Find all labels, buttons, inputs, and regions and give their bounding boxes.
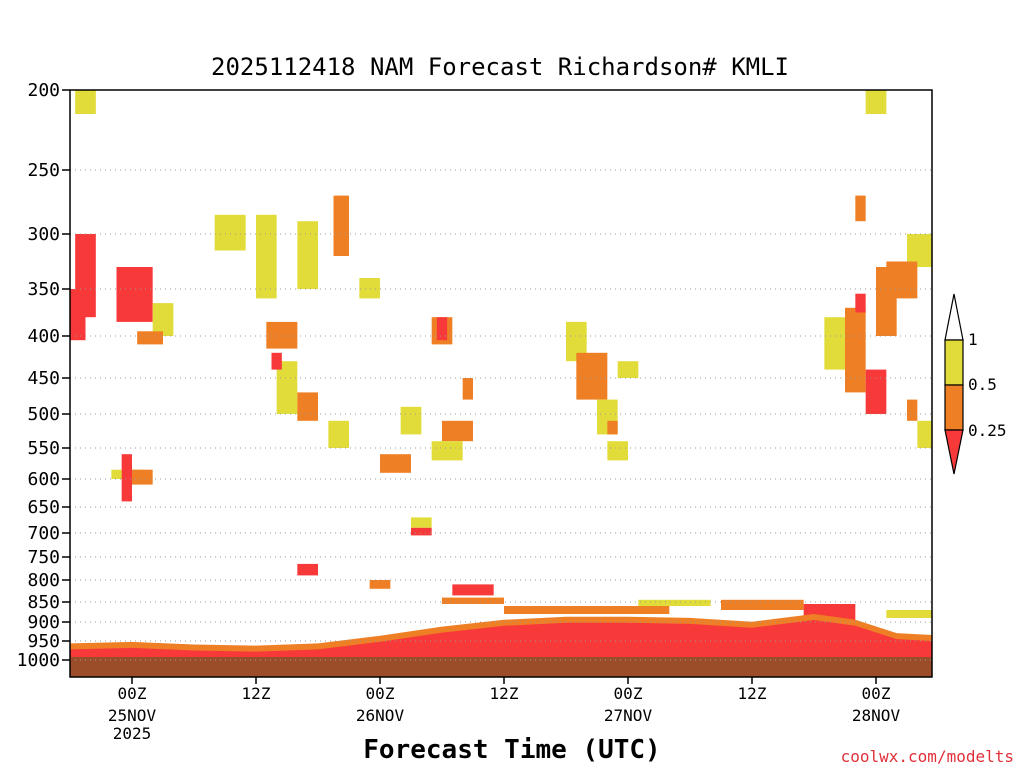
ri-region-yellow: [617, 361, 639, 378]
ri-region-orange: [845, 307, 866, 393]
y-tick-label-500: 500: [27, 404, 60, 425]
ri-region-yellow: [400, 406, 422, 435]
ri-region-orange: [462, 378, 473, 400]
y-tick-label-950: 950: [27, 631, 60, 652]
x-year-label: 2025: [113, 724, 152, 743]
ri-region-yellow: [917, 420, 932, 448]
colorbar-label: 0.5: [968, 375, 997, 394]
plot-area: [70, 90, 932, 677]
ri-region-yellow: [638, 599, 711, 606]
x-tick-label: 00Z: [366, 684, 395, 703]
y-tick-label-900: 900: [27, 612, 60, 633]
colorbar-orange-segment: [944, 384, 964, 431]
colorbar-label: 1: [968, 330, 978, 349]
ri-region-yellow: [607, 441, 628, 461]
ri-region-orange: [576, 352, 608, 400]
ri-region-red: [411, 527, 432, 536]
ri-region-orange: [721, 599, 804, 610]
x-tick-label: 00Z: [862, 684, 891, 703]
ri-region-red: [116, 267, 153, 322]
y-tick-label-400: 400: [27, 326, 60, 347]
ri-region-yellow: [152, 303, 174, 336]
y-tick-label-250: 250: [27, 160, 60, 181]
y-tick-label-850: 850: [27, 592, 60, 613]
x-date-label: 28NOV: [852, 706, 901, 725]
ri-region-red: [297, 563, 318, 576]
ri-region-orange: [137, 331, 163, 345]
ground-fill: [70, 656, 932, 677]
ri-region-red: [436, 317, 448, 341]
ri-region-yellow: [256, 214, 277, 299]
ri-region-yellow: [75, 90, 96, 114]
ri-region-yellow: [359, 278, 380, 299]
y-tick-label-550: 550: [27, 438, 60, 459]
colorbar-yellow-segment: [944, 339, 964, 386]
y-tick-label-1000: 1000: [17, 650, 60, 671]
ri-region-orange: [907, 399, 918, 421]
colorbar-label: 0.25: [968, 421, 1007, 440]
x-tick-label: 00Z: [614, 684, 643, 703]
ri-region-orange: [886, 261, 918, 299]
y-axis: 200 250 300 350 400 450 500 550 600 650 700 7508008…: [17, 80, 70, 671]
x-date-label: 26NOV: [356, 706, 405, 725]
ri-region-yellow: [824, 317, 845, 370]
ri-region-yellow: [276, 361, 298, 414]
colorbar-legend: 1 0.5 0.25: [944, 293, 1007, 475]
ri-region-orange: [369, 580, 391, 589]
ri-region-orange: [132, 469, 153, 485]
ri-region-yellow: [297, 221, 318, 289]
x-date-label: 25NOV: [108, 706, 157, 725]
ri-region-orange: [266, 321, 298, 349]
ri-region-orange: [297, 392, 318, 421]
y-tick-label-650: 650: [27, 497, 60, 518]
ri-region-orange: [380, 454, 411, 473]
ri-region-red: [75, 234, 96, 318]
ri-region-yellow: [431, 441, 463, 461]
y-tick-label-800: 800: [27, 570, 60, 591]
y-tick-label-200: 200: [27, 80, 60, 101]
y-tick-label-750: 750: [27, 547, 60, 568]
ri-region-yellow: [411, 517, 432, 528]
ri-region-yellow: [886, 610, 932, 618]
ri-region-red: [121, 454, 132, 502]
x-tick-label: 00Z: [118, 684, 147, 703]
ri-region-yellow: [566, 321, 587, 362]
x-date-label: 27NOV: [604, 706, 653, 725]
y-tick-label-600: 600: [27, 469, 60, 490]
ri-region-orange: [442, 420, 473, 442]
plot-background: [70, 90, 932, 677]
y-tick-label-450: 450: [27, 368, 60, 389]
x-tick-label: 12Z: [242, 684, 271, 703]
x-tick-label: 12Z: [738, 684, 767, 703]
y-tick-label-700: 700: [27, 523, 60, 544]
plot-frame: [69, 89, 933, 678]
x-tick-label: 12Z: [490, 684, 519, 703]
colorbar-bottom-triangle: [944, 429, 964, 475]
ri-region-red: [865, 369, 887, 414]
ri-region-yellow: [328, 420, 349, 448]
ri-region-red: [271, 352, 282, 370]
ri-region-orange: [607, 420, 618, 435]
ri-region-red: [452, 584, 494, 596]
ri-region-yellow: [865, 90, 887, 114]
ri-region-orange: [504, 606, 670, 614]
chart-title: 2025112418 NAM Forecast Richardson# KMLI: [211, 53, 789, 81]
credit-text: coolwx.com/modelts: [841, 747, 1014, 766]
ri-region-yellow: [214, 214, 246, 251]
low-level-red-band: [70, 620, 932, 657]
ri-region-red: [855, 293, 866, 313]
x-axis-title: Forecast Time (UTC): [363, 735, 660, 765]
ri-region-orange: [855, 195, 866, 222]
y-tick-label-350: 350: [27, 279, 60, 300]
ri-region-orange: [333, 195, 349, 256]
colorbar-top-triangle: [944, 293, 964, 341]
ri-region-orange: [442, 597, 504, 604]
y-tick-label-300: 300: [27, 224, 60, 245]
